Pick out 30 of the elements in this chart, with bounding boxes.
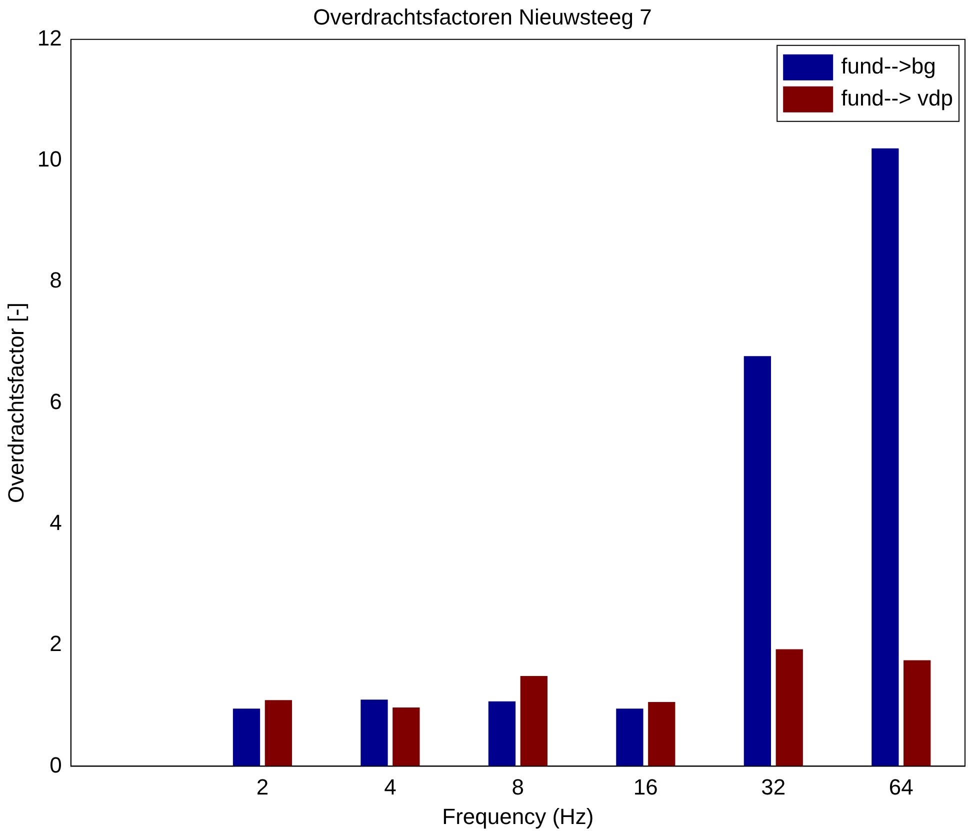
bar [488,701,516,766]
x-tick-label: 4 [384,774,396,800]
bar [776,649,803,766]
y-tick-label: 2 [50,631,62,656]
legend-label: fund-->bg [841,53,936,78]
x-tick-label: 64 [888,774,914,800]
bar [264,700,292,766]
bar [392,707,420,766]
bar [872,148,899,766]
x-tick-label: 8 [512,774,524,800]
x-tick-label: 2 [256,774,269,800]
bar [232,708,260,766]
chart-title: Overdrachtsfactoren Nieuwsteeg 7 [313,4,652,30]
y-tick-label: 4 [50,510,62,535]
y-tick-label: 8 [50,268,62,293]
x-axis-title: Frequency (Hz) [442,804,594,829]
bar [744,356,772,766]
bar [616,708,644,766]
bar [648,702,676,766]
x-tick-label: 32 [761,774,786,800]
y-tick-label: 6 [50,388,62,414]
bar [520,676,548,766]
legend-label: fund--> vdp [841,85,954,110]
bar [360,700,388,766]
y-axis-title: Overdrachtsfactor [-] [3,302,28,504]
x-tick-label: 16 [633,774,658,800]
bar [904,660,931,766]
y-tick-label: 12 [37,25,62,50]
y-tick-label: 10 [37,146,62,172]
y-tick-label: 0 [50,752,62,778]
